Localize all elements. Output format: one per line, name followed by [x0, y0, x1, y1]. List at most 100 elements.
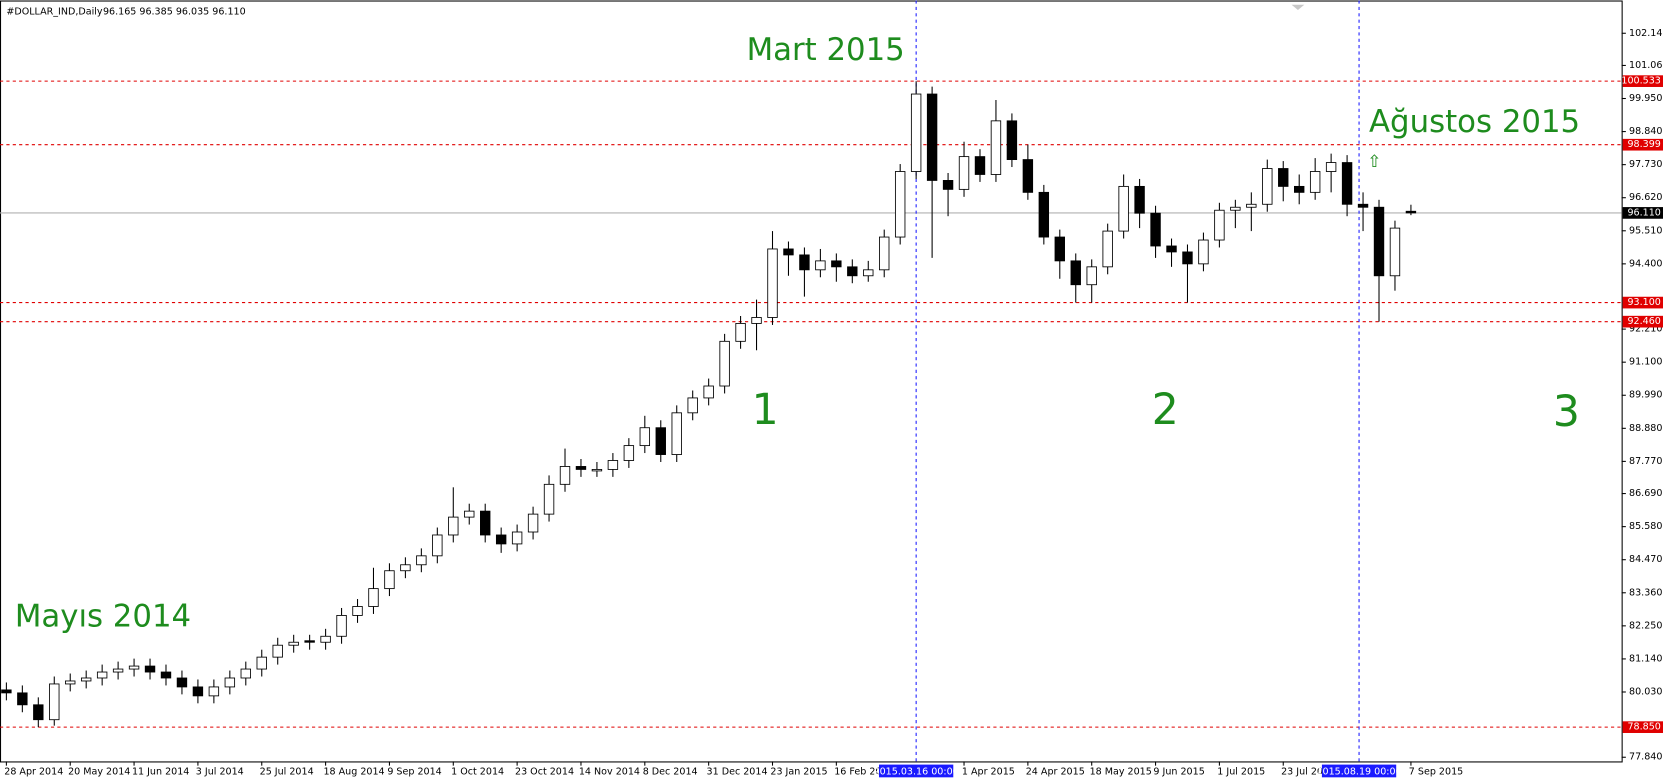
y-tick-label: 84.470	[1629, 554, 1662, 565]
current-price-label: 96.110	[1627, 207, 1660, 218]
ohlc-label: 96.165 96.385 96.035 96.110	[103, 7, 246, 18]
candle-body	[1022, 159, 1034, 193]
x-tick-label: 23 Oct 2014	[515, 767, 574, 778]
x-tick-label: 14 Nov 2014	[579, 767, 640, 778]
x-tick-label: 20 May 2014	[68, 767, 130, 778]
x-tick-label: 9 Jun 2015	[1153, 767, 1204, 778]
annotation: 2	[1152, 386, 1179, 435]
candle-body	[1006, 120, 1018, 161]
y-tick-label: 88.880	[1629, 423, 1662, 434]
current-price-box	[1622, 207, 1663, 219]
y-tick-label: 101.060	[1629, 60, 1663, 71]
y-tick-label: 95.510	[1629, 225, 1662, 236]
candle-body	[559, 466, 571, 485]
candle-body	[910, 93, 922, 172]
candle-body	[144, 665, 156, 673]
candle-body	[1230, 206, 1241, 211]
y-tick-label: 97.730	[1629, 159, 1662, 170]
y-tick-label: 98.840	[1629, 126, 1662, 137]
candle-body	[607, 460, 619, 470]
candle-body	[1325, 162, 1337, 172]
x-tick-label: 18 Aug 2014	[323, 767, 384, 778]
vertical-line-label-box	[879, 764, 954, 778]
candle-body	[240, 668, 251, 679]
candle-body	[926, 93, 938, 181]
candle-body	[990, 120, 1002, 175]
candle-body	[96, 671, 108, 679]
x-tick-label: 9 Sep 2014	[387, 767, 441, 778]
plot-frame	[0, 0, 1623, 763]
candle-body	[1038, 191, 1050, 238]
candle-body	[17, 692, 28, 706]
level-label-box	[1622, 138, 1663, 151]
candle-body	[80, 677, 92, 682]
candle-body	[1373, 206, 1385, 277]
x-tick-label: 1 Jul 2015	[1217, 767, 1265, 778]
candle-body	[1278, 168, 1289, 187]
candle-body	[128, 665, 140, 670]
x-tick-label: 24 Apr 2015	[1026, 767, 1085, 778]
candle-body	[1134, 185, 1145, 214]
level-label: 93.100	[1627, 297, 1660, 308]
candle-body	[894, 171, 906, 238]
candle-body	[352, 606, 363, 616]
candle-body	[336, 614, 347, 637]
candle-body	[974, 156, 986, 175]
candle-body	[703, 385, 714, 399]
x-tick-label: 31 Dec 2014	[707, 767, 768, 778]
annotation: 1	[752, 386, 779, 435]
candle-body	[591, 469, 603, 472]
y-tick-label: 86.690	[1629, 488, 1662, 499]
candle-body	[783, 248, 794, 256]
candle-body	[272, 644, 283, 658]
candle-body	[224, 677, 236, 688]
annotation: 3	[1553, 388, 1580, 437]
x-tick-label: 1 Oct 2014	[451, 767, 504, 778]
candle-body	[320, 635, 331, 643]
x-tick-label: 28 Apr 2014	[4, 767, 63, 778]
y-tick-label: 96.620	[1629, 192, 1662, 203]
x-tick-label: 16 Feb 2015	[834, 767, 893, 778]
candle-body	[1182, 251, 1193, 265]
candle-body	[655, 427, 666, 455]
candle-body	[416, 555, 427, 566]
candle-body	[192, 686, 204, 697]
candle-body	[400, 564, 411, 572]
candle-body	[1118, 185, 1129, 232]
y-tick-label: 94.400	[1629, 258, 1662, 269]
candle-body	[1070, 260, 1081, 286]
level-label-box	[1622, 75, 1663, 87]
y-tick-label: 89.990	[1629, 390, 1662, 401]
x-tick-label: 18 May 2015	[1090, 767, 1152, 778]
y-tick-label: 83.360	[1629, 587, 1662, 598]
level-label-box	[1622, 721, 1663, 733]
candle-body	[368, 588, 379, 607]
vertical-line-label-box	[1321, 764, 1397, 778]
candle-body	[1262, 168, 1273, 205]
chart-title: #DOLLAR_IND,Daily	[6, 7, 103, 18]
candle-body	[1405, 210, 1417, 214]
candle-body	[799, 254, 810, 271]
y-tick-label: 85.580	[1629, 521, 1662, 532]
candle-body	[511, 531, 523, 545]
vertical-line-label: 2015.03.16 00:00	[874, 767, 959, 778]
candle-body	[847, 266, 858, 277]
candle-body	[1389, 227, 1401, 277]
candle-body	[767, 248, 778, 318]
candle-body	[1357, 203, 1369, 208]
annotation: Ağustos 2015	[1369, 104, 1580, 140]
candle-body	[160, 671, 172, 679]
candle-body	[1246, 203, 1257, 208]
candle-body	[1, 689, 12, 694]
y-tick-label: 81.140	[1629, 653, 1662, 664]
candle-body	[112, 668, 124, 673]
candle-body	[1150, 212, 1161, 247]
candle-body	[687, 397, 698, 414]
level-label: 100.533	[1621, 76, 1660, 87]
candle-body	[304, 640, 315, 643]
y-tick-label: 77.840	[1629, 752, 1662, 763]
x-tick-label: 1 Apr 2015	[962, 767, 1015, 778]
candle-body	[384, 570, 395, 590]
